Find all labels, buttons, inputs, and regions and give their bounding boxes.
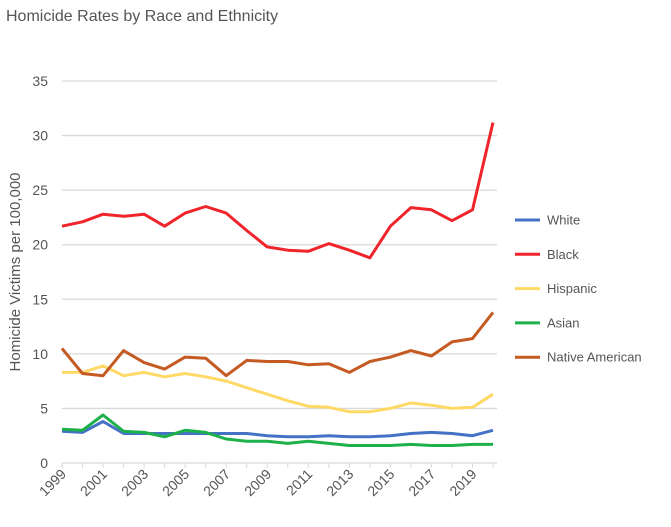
x-tick-label: 2011 [283, 466, 316, 499]
y-tick-label: 25 [32, 182, 48, 198]
x-tick-label: 2009 [241, 466, 274, 499]
series-line-hispanic [62, 364, 494, 414]
x-tick-label: 2015 [364, 466, 397, 499]
legend-label: Black [547, 247, 579, 262]
legend-label: White [547, 213, 580, 228]
series-line-white [61, 420, 494, 439]
x-tick-label: 2001 [77, 466, 110, 499]
y-tick-label: 10 [32, 346, 48, 362]
series-line-native-american [60, 311, 495, 378]
legend-label: Hispanic [547, 281, 597, 296]
chart-title: Homicide Rates by Race and Ethnicity [6, 8, 279, 25]
series-line-asian [61, 413, 493, 447]
x-tick-label: 2017 [405, 466, 438, 499]
x-tick-label: 2013 [323, 466, 356, 499]
y-tick-label: 0 [40, 455, 48, 471]
x-tick-label: 2007 [200, 466, 233, 499]
x-tick-label: 2003 [118, 466, 151, 499]
x-tick-label: 2019 [446, 466, 479, 499]
legend-label: Asian [547, 315, 580, 330]
x-tick-label: 2005 [159, 466, 192, 499]
y-tick-label: 30 [32, 128, 48, 144]
y-tick-label: 20 [32, 237, 48, 253]
y-tick-label: 15 [32, 291, 48, 307]
legend-label: Native American [547, 350, 642, 365]
series-line-black [61, 122, 495, 260]
y-tick-label: 5 [40, 400, 48, 416]
y-tick-label: 35 [32, 73, 48, 89]
y-axis-label: Homicide Victims per 100,000 [7, 173, 24, 372]
